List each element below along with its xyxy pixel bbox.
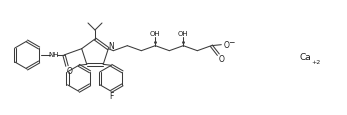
Text: OH: OH xyxy=(150,30,161,36)
Text: +2: +2 xyxy=(311,60,321,65)
Text: Ca: Ca xyxy=(299,53,311,62)
Text: F: F xyxy=(109,91,113,100)
Text: N: N xyxy=(109,42,114,51)
Text: OH: OH xyxy=(178,30,189,36)
Text: O: O xyxy=(218,55,224,64)
Text: O: O xyxy=(67,66,73,75)
Text: O: O xyxy=(223,41,229,50)
Text: NH: NH xyxy=(49,52,59,58)
Text: −: − xyxy=(228,38,235,47)
